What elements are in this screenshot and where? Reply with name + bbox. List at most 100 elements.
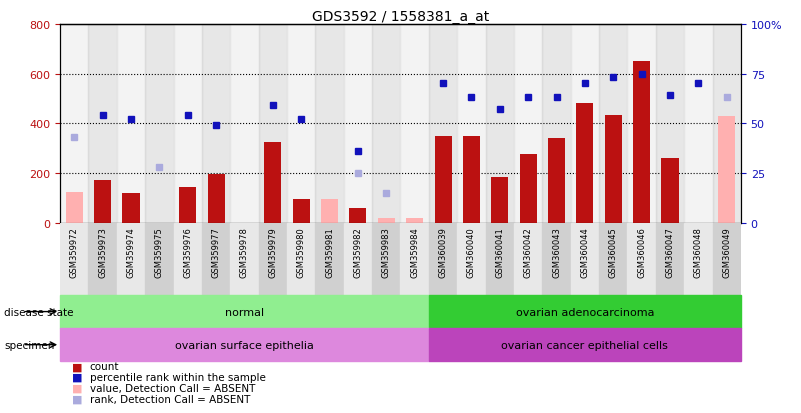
Bar [145,223,174,295]
Text: count: count [90,361,119,371]
Text: ■: ■ [72,394,83,404]
Text: GSM359973: GSM359973 [99,227,107,278]
Bar [599,25,627,223]
Bar [713,25,741,223]
Bar [264,142,281,223]
Bar [344,223,372,295]
Bar [514,223,542,295]
Text: ■: ■ [72,383,83,393]
Text: GSM359983: GSM359983 [382,227,391,278]
Bar [570,25,599,223]
Bar [542,223,570,295]
Bar [117,223,145,295]
Bar [95,181,111,223]
Bar [457,223,485,295]
Bar [684,223,713,295]
Bar [207,175,224,223]
Text: GSM359979: GSM359979 [268,227,277,277]
Text: GSM359982: GSM359982 [353,227,362,277]
Bar [656,223,684,295]
Bar [259,25,287,223]
Text: GDS3592 / 1558381_a_at: GDS3592 / 1558381_a_at [312,10,489,24]
Bar [344,25,372,223]
Text: GSM359977: GSM359977 [211,227,220,278]
Bar [378,218,395,223]
Bar [718,116,735,223]
Bar [542,25,570,223]
Bar [123,193,139,223]
Bar [485,25,514,223]
Text: GSM360039: GSM360039 [439,227,448,278]
Bar [429,295,741,328]
Bar [713,223,741,295]
Bar [429,223,457,295]
Text: GSM360049: GSM360049 [723,227,731,277]
Bar [60,25,88,223]
Bar [372,25,400,223]
Text: GSM359975: GSM359975 [155,227,164,277]
Bar [633,62,650,223]
Bar [429,25,457,223]
Text: GSM359978: GSM359978 [240,227,249,278]
Bar [429,328,741,361]
Bar [520,155,537,223]
Text: rank, Detection Call = ABSENT: rank, Detection Call = ABSENT [90,394,250,404]
Bar [434,136,452,223]
Bar [570,223,599,295]
Bar [400,223,429,295]
Text: ovarian surface epithelia: ovarian surface epithelia [175,340,314,350]
Bar [406,218,423,223]
Bar [231,25,259,223]
Text: GSM360042: GSM360042 [524,227,533,277]
Bar [627,25,656,223]
Bar [463,136,480,223]
Text: disease state: disease state [4,307,74,317]
Text: GSM360041: GSM360041 [495,227,505,277]
Bar [548,139,565,223]
Text: GSM359972: GSM359972 [70,227,78,277]
Bar [491,177,509,223]
Bar [259,223,287,295]
Bar [231,223,259,295]
Text: GSM360043: GSM360043 [552,227,561,278]
Bar [662,159,678,223]
Text: normal: normal [225,307,264,317]
Bar [60,328,429,361]
Text: ■: ■ [72,361,83,371]
Bar [117,25,145,223]
Text: percentile rank within the sample: percentile rank within the sample [90,372,266,382]
Bar [316,223,344,295]
Bar [174,25,202,223]
Bar [627,223,656,295]
Bar [202,223,231,295]
Bar [179,187,196,223]
Text: ■: ■ [72,372,83,382]
Bar [292,199,310,223]
Text: value, Detection Call = ABSENT: value, Detection Call = ABSENT [90,383,255,393]
Bar [88,223,117,295]
Text: ovarian adenocarcinoma: ovarian adenocarcinoma [516,307,654,317]
Bar [656,25,684,223]
Bar [88,25,117,223]
Bar [400,25,429,223]
Text: GSM359976: GSM359976 [183,227,192,278]
Text: ovarian cancer epithelial cells: ovarian cancer epithelial cells [501,340,668,350]
Text: GSM360048: GSM360048 [694,227,702,278]
Bar [485,223,514,295]
Bar [66,192,83,223]
Bar [287,223,316,295]
Bar [321,199,338,223]
Bar [174,223,202,295]
Text: GSM360047: GSM360047 [666,227,674,278]
Text: GSM359984: GSM359984 [410,227,419,277]
Bar [287,25,316,223]
Bar [145,25,174,223]
Text: GSM360045: GSM360045 [609,227,618,277]
Text: GSM359980: GSM359980 [296,227,306,277]
Bar [684,25,713,223]
Text: GSM360040: GSM360040 [467,227,476,277]
Bar [514,25,542,223]
Bar [202,25,231,223]
Text: GSM360046: GSM360046 [637,227,646,278]
Bar [605,115,622,223]
